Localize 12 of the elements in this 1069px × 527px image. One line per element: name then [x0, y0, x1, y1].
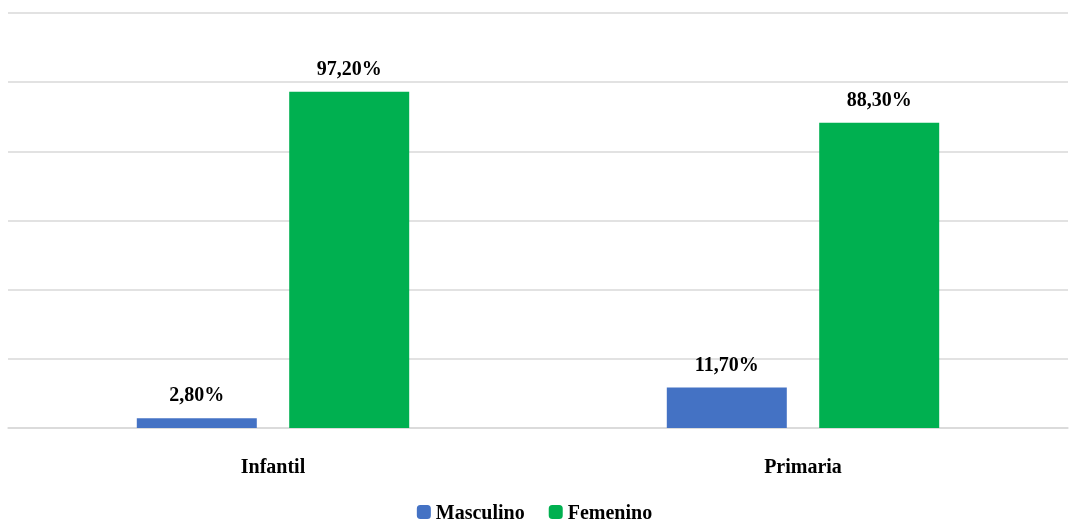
legend-label: Femenino — [567, 501, 653, 523]
legend-label: Masculino — [435, 501, 525, 523]
data-label: 11,70% — [694, 352, 759, 375]
bar — [289, 91, 410, 428]
data-label: 88,30% — [846, 87, 912, 110]
bar — [666, 387, 787, 428]
data-label: 97,20% — [316, 56, 382, 79]
bar — [819, 122, 940, 428]
data-label: 2,80% — [169, 383, 225, 406]
bar — [136, 418, 257, 428]
x-tick-label: Infantil — [240, 455, 306, 477]
x-tick-label: Primaria — [764, 455, 842, 477]
